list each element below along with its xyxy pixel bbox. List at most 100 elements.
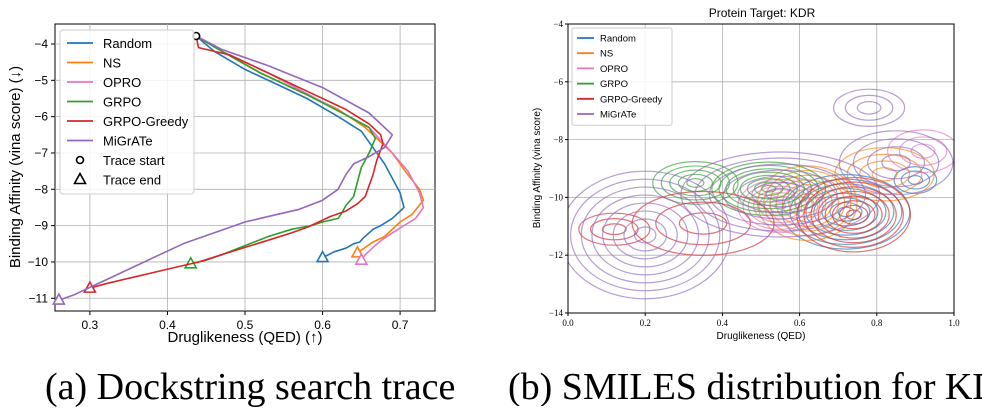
panel-b-x-tick-label: 0.2 — [640, 318, 651, 328]
legend-label-grpo-greedy: GRPO-Greedy — [600, 94, 663, 105]
contour-level — [570, 178, 721, 292]
panel-a-x-tick-label: 0.7 — [392, 318, 409, 332]
panel-a-y-tick-label: −6 — [34, 110, 48, 124]
legend-label-opro: OPRO — [103, 75, 141, 90]
panel-a-ticks: 0.3 0.4 0.5 0.6 0.7 −4 −5 −6 −7 −8 −9 −10 −11 — [28, 37, 409, 332]
panel-a-y-tick-label: −7 — [34, 146, 48, 160]
panel-b-chart: Protein Target: KDR 0.0 0.2 0.4 0.6 0.8 1.0 −1… — [532, 6, 960, 342]
panel-a-grid — [55, 24, 435, 311]
series-line-grpo-greedy — [89, 35, 384, 289]
contour-level — [867, 146, 926, 180]
panel-a-y-tick-label: −9 — [34, 219, 48, 233]
panel-b-y-tick-label: −12 — [549, 250, 563, 260]
panel-a-caption: (a) Dockstring search trace — [45, 366, 456, 408]
contour-level — [722, 169, 838, 220]
contour-level — [708, 163, 852, 226]
panel-b-axes-frame — [567, 23, 955, 314]
contour-level — [655, 201, 751, 246]
density-grpo — [652, 161, 827, 216]
panel-a-y-axis-label: Binding Affinity (vina score) (↓) — [7, 66, 24, 268]
panel-a-x-tick-label: 0.3 — [82, 318, 99, 332]
legend-swatch-trace-start — [75, 155, 85, 165]
contour-level — [765, 187, 796, 202]
panel-a-series — [52, 31, 425, 305]
contour-level — [631, 190, 775, 256]
panel-b-x-tick-label: 0.4 — [717, 318, 729, 328]
contour-level — [751, 181, 810, 208]
contour-level — [568, 170, 731, 300]
trace-end-marker-random — [315, 249, 330, 263]
panel-a-y-tick-label: −11 — [29, 291, 49, 305]
contour-level — [623, 218, 668, 252]
contour-level — [844, 94, 894, 121]
density-grpo-greedy — [578, 176, 912, 256]
panel-b-y-axis-label: Binding Affinity (vina score) — [532, 108, 543, 228]
legend-label-grpo: GRPO — [600, 79, 628, 90]
panel-b-caption: (b) SMILES distribution for KDR — [508, 368, 982, 406]
panel-b-y-tick-label: −14 — [549, 308, 564, 318]
contour-level — [838, 130, 954, 196]
contour-level — [737, 175, 824, 214]
trace-end-marker-ns — [350, 245, 365, 258]
contour-level — [591, 194, 700, 276]
panel-b-legend-box — [571, 27, 673, 126]
panel-b-y-tick-label: −10 — [549, 192, 564, 202]
contour-level — [602, 202, 689, 268]
legend-label-grpo-greedy: GRPO-Greedy — [103, 114, 189, 129]
legend-label-random: Random — [600, 34, 636, 45]
panel-b-y-tick-label: −6 — [553, 77, 563, 87]
contour-level — [725, 168, 812, 210]
legend-swatch-trace-end — [73, 171, 87, 185]
panel-a-y-tick-label: −10 — [28, 255, 49, 269]
contour-level — [753, 188, 808, 224]
density-migrate — [568, 88, 954, 300]
contour-level — [852, 138, 940, 188]
contour-level — [900, 170, 931, 190]
legend-label-ns: NS — [600, 49, 613, 60]
panel-b-x-tick-label: 0.6 — [794, 318, 806, 328]
legend-label-triangle: Trace end — [103, 173, 161, 188]
panel-a-y-tick-label: −4 — [34, 37, 48, 51]
series-line-grpo — [190, 35, 377, 265]
contour-level — [881, 154, 911, 172]
legend-label-random: Random — [103, 36, 152, 51]
trace-end-marker-migrate — [52, 292, 66, 305]
series-line-opro — [195, 35, 425, 261]
panel-b-x-tick-label: 0.0 — [562, 318, 574, 328]
panel-b-x-axis-label: Druglikeness (QED) — [717, 331, 806, 342]
contour-level — [612, 210, 678, 260]
contour-level — [694, 157, 867, 232]
panel-a-y-tick-label: −5 — [34, 73, 48, 87]
legend-label-migrate: MiGrATe — [103, 134, 153, 149]
legend-label-migrate: MiGrATe — [600, 110, 636, 121]
legend-label-circle: Trace start — [103, 153, 165, 168]
contour-level — [824, 195, 883, 234]
contour-level — [817, 190, 890, 239]
contour-level — [580, 186, 710, 284]
trace-end-marker-opro — [354, 252, 369, 265]
contour-level — [856, 101, 882, 115]
panel-a-chart: 0.3 0.4 0.5 0.6 0.7 −4 −5 −6 −7 −8 −9 −10 −11 Drugli… — [7, 23, 436, 346]
contour-level — [832, 88, 906, 128]
legend-label-opro: OPRO — [600, 64, 628, 75]
panel-b-ticks: 0.0 0.2 0.4 0.6 0.8 1.0 −14 −12 −10 −8 −6 −4 — [549, 19, 960, 328]
legend-label-grpo: GRPO — [103, 95, 141, 110]
panel-b-x-tick-label: 1.0 — [948, 318, 960, 328]
contour-level — [845, 209, 862, 221]
panel-a-x-tick-label: 0.4 — [159, 318, 176, 332]
legend-label-ns: NS — [103, 56, 121, 71]
contour-level — [686, 178, 705, 188]
contour-level — [737, 178, 824, 234]
panel-a-x-tick-label: 0.5 — [237, 318, 254, 332]
panel-b-legend: Random NS OPRO GRPO GRPO-Greedy MiGrATe — [571, 27, 673, 126]
panel-a-legend-box — [59, 29, 195, 195]
contour-level — [601, 223, 627, 236]
contour-level — [898, 136, 948, 166]
panel-b-title: Protein Target: KDR — [709, 6, 816, 20]
panel-b-y-tick-label: −8 — [553, 135, 563, 145]
contour-level — [680, 151, 881, 238]
panel-b-x-tick-label: 0.8 — [871, 318, 883, 328]
panel-b-density-contours — [568, 88, 954, 300]
panel-b-y-tick-label: −4 — [553, 19, 563, 29]
